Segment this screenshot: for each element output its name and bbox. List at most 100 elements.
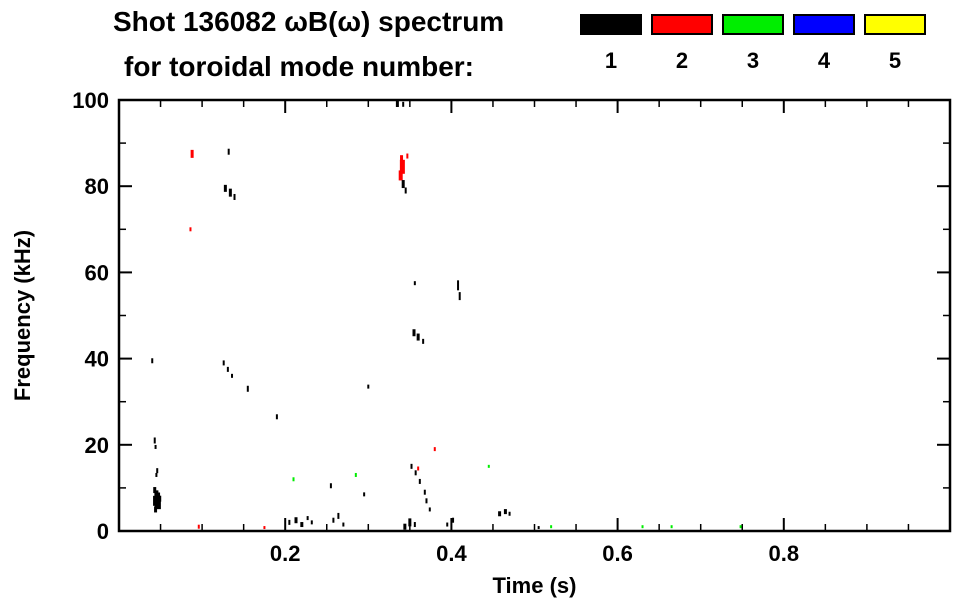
data-mark-mode-1	[228, 188, 232, 197]
data-mark-mode-1	[402, 101, 405, 107]
data-mark-mode-1	[294, 517, 298, 524]
data-mark-mode-3	[354, 472, 357, 477]
data-mark-mode-1	[155, 472, 158, 477]
data-mark-mode-2	[197, 524, 200, 529]
data-mark-mode-1	[414, 470, 417, 476]
data-mark-mode-1	[300, 522, 304, 528]
plot-frame	[117, 98, 952, 533]
legend-swatch-mode-5	[864, 14, 926, 35]
data-mark-mode-3	[292, 477, 295, 482]
legend-item-3: 3	[722, 14, 784, 74]
chart-subtitle: for toroidal mode number:	[124, 51, 474, 82]
x-tick-label: 0.8	[769, 541, 800, 566]
data-mark-mode-1	[275, 414, 278, 420]
legend-label-mode-1: 1	[604, 48, 618, 73]
data-mark-mode-1	[222, 360, 225, 366]
data-mark-mode-1	[425, 498, 428, 504]
data-mark-mode-3	[487, 464, 490, 468]
y-axis-title: Frequency (kHz)	[10, 230, 35, 401]
data-mark-mode-1	[498, 511, 502, 517]
legend-swatch-mode-1	[580, 14, 642, 35]
y-tick-label: 100	[72, 88, 109, 113]
data-mark-mode-1	[233, 193, 236, 200]
data-mark-mode-2	[398, 170, 403, 181]
data-mark-mode-1	[395, 101, 399, 107]
legend-label-mode-5: 5	[888, 48, 902, 73]
data-mark-mode-1	[154, 506, 158, 513]
data-mark-mode-1	[508, 511, 511, 516]
legend-item-2: 2	[651, 14, 713, 74]
data-mark-mode-1	[408, 518, 412, 527]
data-mark-mode-1	[156, 468, 159, 474]
data-mark-mode-1	[412, 329, 416, 337]
legend-item-4: 4	[793, 14, 855, 74]
x-tick-label: 0.6	[602, 541, 633, 566]
data-mark-mode-1	[156, 501, 161, 510]
y-tick-label: 0	[97, 519, 109, 544]
data-mark-mode-1	[363, 492, 366, 497]
data-mark-mode-1	[227, 148, 230, 155]
legend: 1 2 3 4 5	[580, 14, 926, 74]
data-mark-mode-1	[153, 487, 157, 494]
y-tick-label: 80	[85, 174, 109, 199]
data-mark-mode-2	[263, 526, 266, 530]
chart-title: Shot 136082 ωB(ω) spectrum	[113, 6, 505, 37]
data-mark-mode-1	[413, 281, 416, 286]
legend-swatch-mode-4	[793, 14, 855, 35]
x-tick-label: 0.2	[270, 541, 301, 566]
data-mark-mode-1	[158, 495, 162, 502]
data-mark-mode-1	[367, 384, 370, 389]
data-mark-mode-1	[306, 516, 309, 521]
data-mark-mode-2	[433, 447, 436, 452]
legend-item-5: 5	[864, 14, 926, 74]
x-tick-label: 0.4	[436, 541, 467, 566]
data-mark-mode-1	[446, 522, 449, 527]
data-mark-mode-1	[428, 507, 431, 512]
legend-label-mode-2: 2	[675, 48, 689, 73]
data-mark-mode-1	[310, 520, 313, 525]
data-mark-mode-1	[452, 517, 455, 523]
data-mark-mode-1	[329, 483, 332, 489]
data-mark-mode-1	[416, 333, 420, 341]
data-mark-mode-1	[337, 512, 340, 519]
data-mark-mode-1	[246, 385, 249, 392]
data-mark-mode-3	[739, 525, 742, 529]
data-mark-mode-1	[223, 184, 227, 192]
legend-label-mode-4: 4	[817, 48, 831, 73]
data-mark-mode-1	[503, 509, 507, 515]
data-mark-mode-1	[288, 519, 291, 525]
data-mark-mode-1	[231, 373, 234, 378]
data-mark-mode-3	[670, 525, 673, 529]
data-mark-mode-2	[400, 155, 404, 162]
data-mark-mode-1	[342, 522, 345, 527]
data-mark-mode-1	[401, 180, 405, 189]
y-tick-label: 40	[85, 347, 109, 372]
data-mark-mode-2	[406, 153, 409, 159]
data-mark-mode-2	[399, 159, 405, 174]
data-mark-mode-1	[458, 292, 461, 301]
data-mark-mode-1	[153, 437, 156, 444]
data-mark-mode-3	[550, 525, 553, 529]
legend-swatch-mode-3	[722, 14, 784, 35]
data-mark-mode-1	[457, 280, 460, 291]
legend-label-mode-3: 3	[746, 48, 760, 73]
data-mark-mode-1	[537, 526, 540, 530]
data-mark-mode-1	[154, 444, 157, 449]
data-mark-mode-2	[189, 227, 192, 232]
data-mark-mode-1	[418, 478, 421, 484]
legend-item-1: 1	[580, 14, 642, 74]
y-tick-label: 60	[85, 260, 109, 285]
data-mark-mode-1	[404, 187, 407, 194]
x-axis-title: Time (s)	[493, 573, 577, 598]
legend-swatch-mode-2	[651, 14, 713, 35]
data-mark-mode-1	[410, 463, 413, 469]
data-mark-mode-2	[190, 149, 194, 158]
data-mark-mode-3	[641, 525, 644, 529]
y-tick-label: 20	[85, 433, 109, 458]
data-mark-mode-1	[151, 358, 154, 364]
data-mark-mode-1	[423, 489, 426, 495]
data-mark-mode-1	[413, 522, 416, 528]
data-mark-mode-1	[422, 338, 425, 344]
